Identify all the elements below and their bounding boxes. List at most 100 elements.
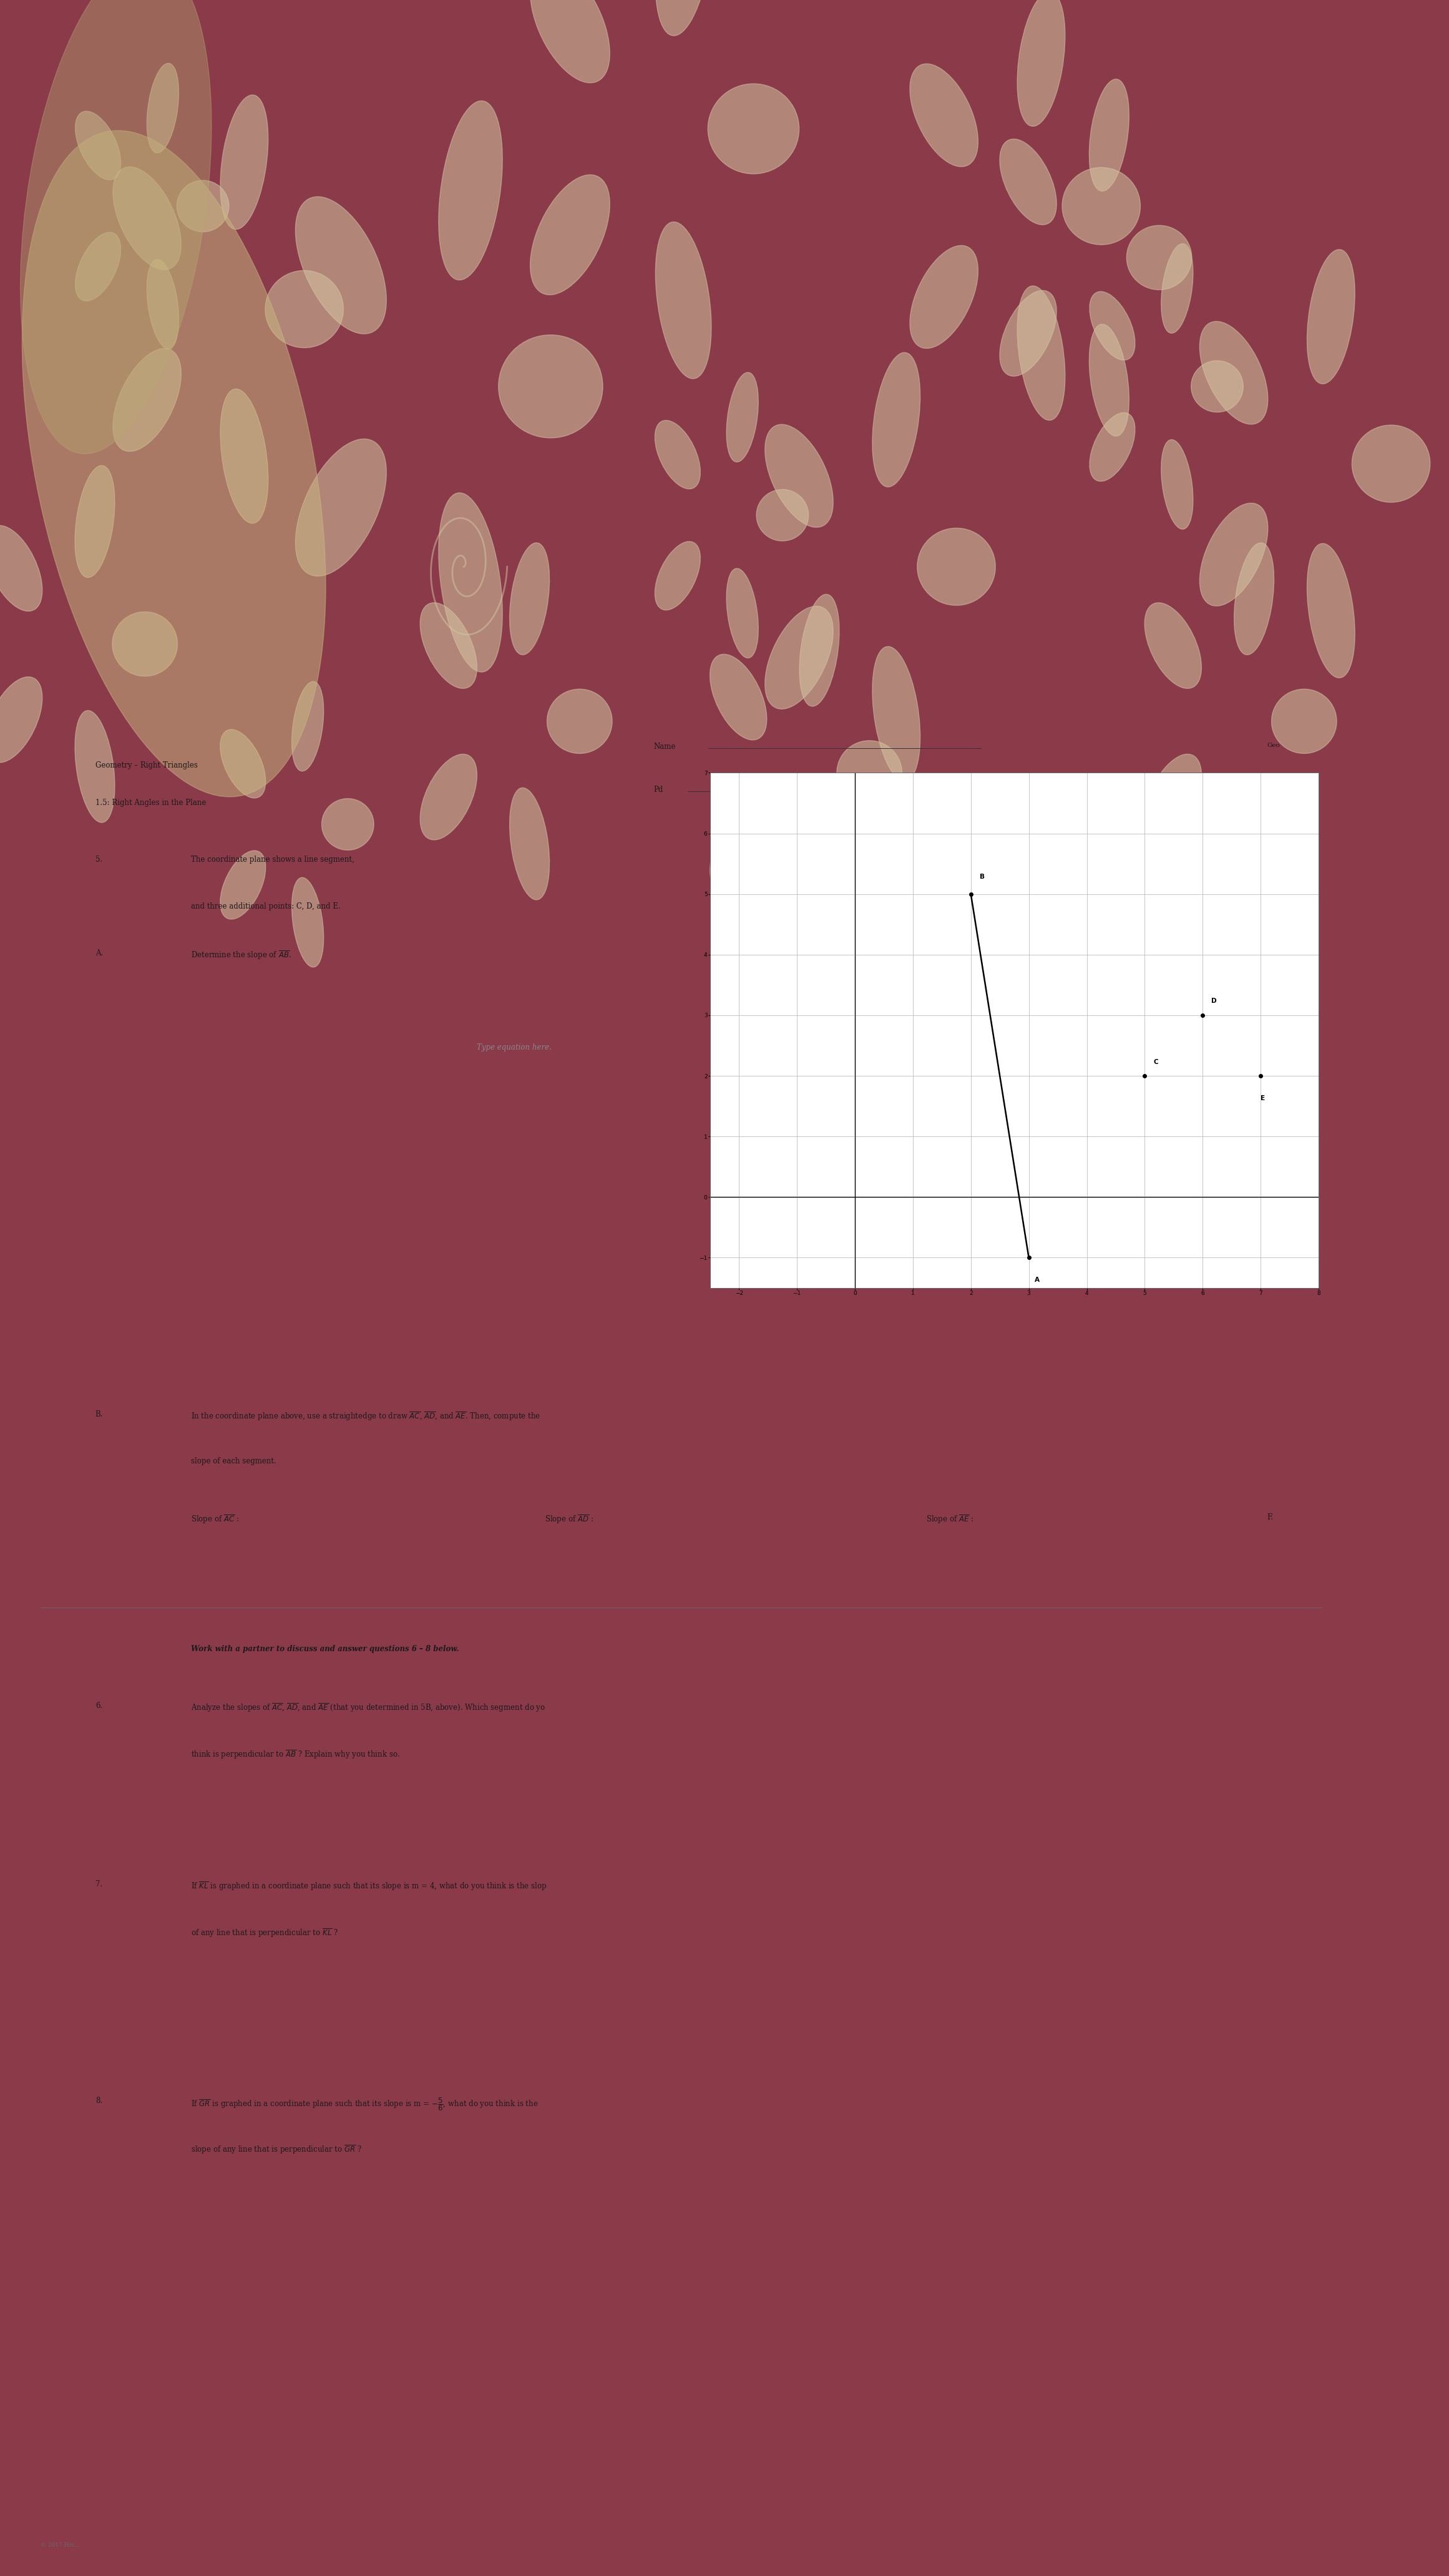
Ellipse shape: [655, 420, 700, 489]
Ellipse shape: [146, 260, 178, 348]
Ellipse shape: [655, 222, 711, 379]
Ellipse shape: [756, 489, 809, 541]
Ellipse shape: [1090, 80, 1129, 191]
Text: Par: Par: [1266, 817, 1278, 824]
Ellipse shape: [296, 196, 387, 335]
Ellipse shape: [291, 683, 323, 770]
Ellipse shape: [20, 0, 212, 453]
Text: The coordinate plane shows a line segment,: The coordinate plane shows a line segmen…: [191, 855, 356, 863]
Ellipse shape: [655, 0, 711, 36]
Ellipse shape: [146, 64, 178, 152]
Text: think is perpendicular to $\overline{AB}$ ? Explain why you think so.: think is perpendicular to $\overline{AB}…: [191, 1749, 400, 1759]
Ellipse shape: [765, 605, 833, 708]
Text: of any line that is perpendicular to $\overline{KL}$ ?: of any line that is perpendicular to $\o…: [191, 1927, 338, 1940]
Ellipse shape: [113, 348, 181, 451]
Ellipse shape: [917, 528, 995, 605]
Ellipse shape: [1307, 544, 1355, 677]
Ellipse shape: [296, 438, 387, 577]
Ellipse shape: [113, 167, 181, 270]
Ellipse shape: [0, 526, 42, 611]
Text: Slope of $\overline{AD}$ :: Slope of $\overline{AD}$ :: [545, 1515, 594, 1525]
Ellipse shape: [1235, 788, 1274, 899]
Ellipse shape: [765, 425, 833, 528]
Ellipse shape: [498, 335, 603, 438]
Text: F.: F.: [1266, 1515, 1274, 1522]
Text: and three additional points: C, D, and E.: and three additional points: C, D, and E…: [191, 902, 341, 909]
Ellipse shape: [872, 647, 920, 781]
Ellipse shape: [1017, 286, 1065, 420]
Text: 1.5.: 1.5.: [1266, 781, 1279, 786]
Ellipse shape: [220, 729, 265, 799]
Ellipse shape: [1090, 412, 1135, 482]
Ellipse shape: [1000, 291, 1056, 376]
Text: slope of each segment.: slope of each segment.: [191, 1458, 275, 1466]
Text: Slope of $\overline{AC}$ :: Slope of $\overline{AC}$ :: [191, 1515, 239, 1525]
Ellipse shape: [1127, 227, 1193, 289]
Ellipse shape: [75, 466, 114, 577]
Ellipse shape: [439, 492, 503, 672]
Ellipse shape: [510, 544, 549, 654]
Text: 7.: 7.: [96, 1880, 103, 1888]
Ellipse shape: [22, 131, 326, 796]
Ellipse shape: [710, 654, 767, 739]
Text: Type equation here.: Type equation here.: [477, 1043, 552, 1051]
Ellipse shape: [1200, 322, 1268, 425]
Ellipse shape: [707, 82, 800, 175]
Text: If $\overline{GR}$ is graphed in a coordinate plane such that its slope is m = $: If $\overline{GR}$ is graphed in a coord…: [191, 2097, 538, 2112]
Text: Pd: Pd: [653, 786, 664, 793]
Ellipse shape: [1000, 139, 1056, 224]
Ellipse shape: [1145, 603, 1201, 688]
Text: Date: Date: [858, 786, 875, 793]
Text: Geometry – Right Triangles: Geometry – Right Triangles: [96, 762, 197, 770]
Ellipse shape: [530, 175, 610, 294]
Ellipse shape: [726, 569, 758, 657]
Ellipse shape: [1090, 325, 1129, 435]
Ellipse shape: [1200, 502, 1268, 605]
Ellipse shape: [322, 799, 374, 850]
Ellipse shape: [1235, 544, 1274, 654]
Ellipse shape: [220, 389, 268, 523]
Ellipse shape: [439, 100, 503, 281]
Text: 5.: 5.: [96, 855, 103, 863]
Ellipse shape: [1090, 291, 1135, 361]
Ellipse shape: [177, 180, 229, 232]
Text: $\overline{AB}$,: $\overline{AB}$,: [797, 855, 810, 866]
Text: © 2017 Hm...: © 2017 Hm...: [41, 2543, 80, 2548]
Ellipse shape: [1145, 755, 1201, 840]
Ellipse shape: [510, 788, 549, 899]
Text: In the coordinate plane above, use a straightedge to draw $\overline{AC}$, $\ove: In the coordinate plane above, use a str…: [191, 1409, 540, 1422]
Text: slope of any line that is perpendicular to $\overline{GR}$ ?: slope of any line that is perpendicular …: [191, 2143, 362, 2156]
Text: B: B: [980, 873, 984, 881]
Text: Geo: Geo: [1266, 742, 1279, 747]
Ellipse shape: [1062, 167, 1140, 245]
Text: 8.: 8.: [96, 2097, 103, 2105]
Text: Determine the slope of $\overline{AB}$.: Determine the slope of $\overline{AB}$.: [191, 951, 291, 961]
Ellipse shape: [75, 111, 120, 180]
Ellipse shape: [291, 878, 323, 966]
Ellipse shape: [220, 95, 268, 229]
Ellipse shape: [75, 232, 120, 301]
Ellipse shape: [1307, 250, 1355, 384]
Ellipse shape: [548, 690, 611, 755]
Ellipse shape: [1017, 0, 1065, 126]
Ellipse shape: [800, 840, 839, 951]
Text: B.: B.: [96, 1409, 103, 1419]
Text: D: D: [1211, 997, 1217, 1005]
Text: Work with a partner to discuss and answer questions 6 – 8 below.: Work with a partner to discuss and answe…: [191, 1646, 459, 1654]
Text: A.: A.: [96, 951, 103, 958]
Ellipse shape: [910, 64, 978, 167]
Ellipse shape: [1161, 440, 1193, 528]
Ellipse shape: [838, 742, 901, 804]
Text: A: A: [1035, 1278, 1039, 1283]
Ellipse shape: [726, 374, 758, 461]
Ellipse shape: [265, 270, 343, 348]
Ellipse shape: [420, 755, 477, 840]
Text: 6.: 6.: [96, 1703, 103, 1710]
Ellipse shape: [800, 595, 839, 706]
Text: Analyze the slopes of $\overline{AC}$, $\overline{AD}$, and $\overline{AE}$ (tha: Analyze the slopes of $\overline{AC}$, $…: [191, 1703, 545, 1713]
Text: Slope of $\overline{AE}$ :: Slope of $\overline{AE}$ :: [926, 1515, 974, 1525]
Ellipse shape: [872, 353, 920, 487]
Ellipse shape: [0, 677, 42, 762]
Text: C: C: [1153, 1059, 1158, 1064]
Ellipse shape: [910, 245, 978, 348]
